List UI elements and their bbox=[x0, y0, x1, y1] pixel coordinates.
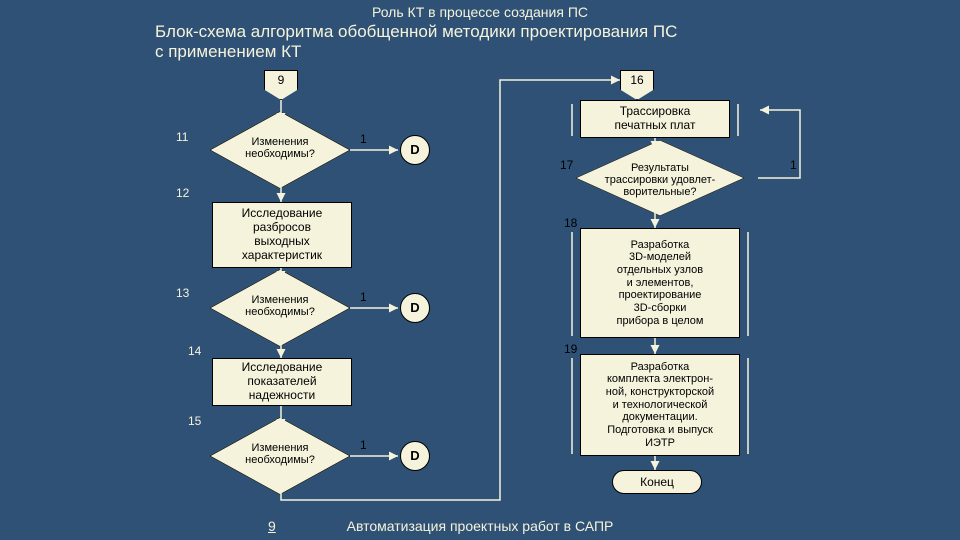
connector-d1: D bbox=[400, 135, 430, 165]
connector-9: 9 bbox=[264, 70, 298, 100]
process-19: Разработка комплекта электрон- ной, конс… bbox=[580, 354, 740, 456]
process-12: Исследование разбросов выходных характер… bbox=[212, 202, 352, 268]
page-number: 9 bbox=[268, 518, 276, 534]
sub-title: Блок-схема алгоритма обобщенной методики… bbox=[155, 22, 677, 63]
decision-13: Изменения необходимы? bbox=[210, 278, 350, 338]
label-19: 19 bbox=[564, 342, 577, 356]
label-1c: 1 bbox=[360, 438, 367, 452]
label-13: 13 bbox=[176, 286, 189, 300]
label-15: 15 bbox=[188, 414, 201, 428]
label-14: 14 bbox=[188, 344, 201, 358]
label-1a: 1 bbox=[360, 132, 367, 146]
decision-17: Результаты трассировки удовлет- воритель… bbox=[560, 148, 760, 208]
label-11: 11 bbox=[176, 130, 188, 144]
decision-15: Изменения необходимы? bbox=[210, 426, 350, 486]
label-1b: 1 bbox=[360, 290, 367, 304]
terminator-end: Конец bbox=[612, 470, 702, 494]
connector-16: 16 bbox=[620, 70, 654, 100]
connector-d3: D bbox=[400, 441, 430, 471]
flow-lines bbox=[0, 0, 960, 540]
process-18: Разработка 3D-моделей отдельных узлов и … bbox=[580, 228, 740, 338]
header-title: Роль КТ в процессе создания ПС bbox=[0, 4, 960, 20]
process-16: Трассировка печатных плат bbox=[580, 100, 730, 138]
decision-11: Изменения необходимы? bbox=[210, 120, 350, 180]
label-1d: 1 bbox=[790, 158, 797, 172]
label-18: 18 bbox=[564, 216, 577, 230]
connector-d2: D bbox=[400, 293, 430, 323]
process-14: Исследование показателей надежности bbox=[212, 358, 352, 406]
footer-text: Автоматизация проектных работ в САПР bbox=[0, 518, 960, 534]
label-12: 12 bbox=[176, 186, 189, 200]
